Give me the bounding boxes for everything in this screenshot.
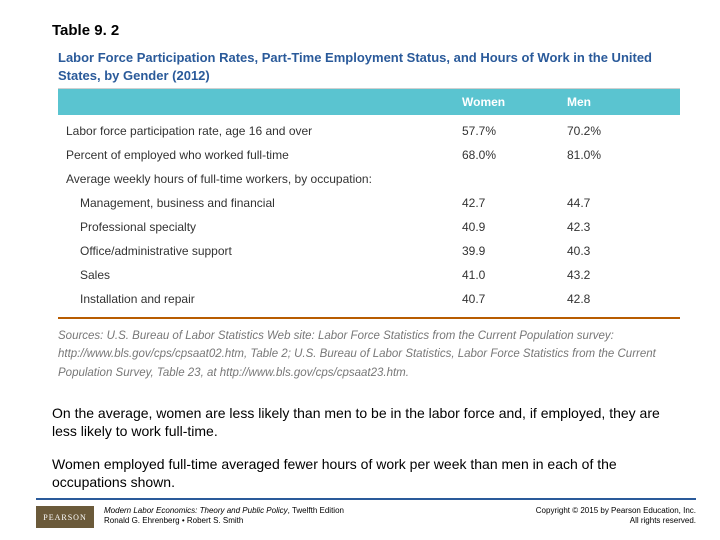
row-label: Sales: [66, 266, 462, 284]
slide-content: Table 9. 2 Labor Force Participation Rat…: [0, 0, 720, 491]
row-value-women: 41.0: [462, 266, 567, 284]
row-value-women: 40.7: [462, 290, 567, 308]
row-label: Percent of employed who worked full-time: [66, 146, 462, 164]
table-row: Professional specialty40.942.3: [58, 215, 680, 239]
footer-right: Copyright © 2015 by Pearson Education, I…: [536, 506, 696, 526]
row-value-men: 44.7: [567, 194, 672, 212]
table-body: Labor force participation rate, age 16 a…: [58, 119, 680, 311]
row-label: Professional specialty: [66, 218, 462, 236]
row-value-women: 42.7: [462, 194, 567, 212]
row-value-women: 68.0%: [462, 146, 567, 164]
table-row: Labor force participation rate, age 16 a…: [58, 119, 680, 143]
slide-footer: PEARSON Modern Labor Economics: Theory a…: [0, 498, 720, 528]
copyright-line-2: All rights reserved.: [630, 516, 696, 525]
table-row: Management, business and financial42.744…: [58, 191, 680, 215]
row-label: Average weekly hours of full-time worker…: [66, 170, 462, 188]
table-row: Installation and repair40.742.8: [58, 287, 680, 311]
row-label: Installation and repair: [66, 290, 462, 308]
table-header-row: Women Men: [58, 89, 680, 115]
row-value-men: 42.3: [567, 218, 672, 236]
copyright-line-1: Copyright © 2015 by Pearson Education, I…: [536, 506, 696, 515]
row-value-women: 57.7%: [462, 122, 567, 140]
row-value-men: [567, 170, 672, 188]
table-row: Sales41.043.2: [58, 263, 680, 287]
row-value-women: 39.9: [462, 242, 567, 260]
book-authors: Ronald G. Ehrenberg • Robert S. Smith: [104, 516, 243, 525]
row-label: Office/administrative support: [66, 242, 462, 260]
sources-text: U.S. Bureau of Labor Statistics Web site…: [58, 330, 656, 379]
row-value-men: 43.2: [567, 266, 672, 284]
sources-block: Sources: U.S. Bureau of Labor Statistics…: [58, 327, 680, 382]
sources-label: Sources:: [58, 330, 103, 342]
header-spacer: [66, 95, 462, 109]
row-value-men: 40.3: [567, 242, 672, 260]
column-header-women: Women: [462, 95, 567, 109]
row-value-women: 40.9: [462, 218, 567, 236]
row-label: Labor force participation rate, age 16 a…: [66, 122, 462, 140]
paragraph-1: On the average, women are less likely th…: [52, 404, 680, 440]
footer-rule: [36, 498, 696, 500]
column-header-men: Men: [567, 95, 672, 109]
row-value-men: 42.8: [567, 290, 672, 308]
row-value-men: 81.0%: [567, 146, 672, 164]
table-row: Average weekly hours of full-time worker…: [58, 167, 680, 191]
row-value-men: 70.2%: [567, 122, 672, 140]
table-row: Office/administrative support39.940.3: [58, 239, 680, 263]
row-label: Management, business and financial: [66, 194, 462, 212]
footer-left: Modern Labor Economics: Theory and Publi…: [104, 506, 526, 526]
table-bottom-rule: [58, 317, 680, 319]
book-title: Modern Labor Economics: Theory and Publi…: [104, 506, 288, 515]
row-value-women: [462, 170, 567, 188]
pearson-logo: PEARSON: [36, 506, 94, 528]
table-row: Percent of employed who worked full-time…: [58, 143, 680, 167]
table-number: Table 9. 2: [52, 22, 680, 39]
footer-inner: PEARSON Modern Labor Economics: Theory a…: [36, 506, 696, 528]
table-title: Labor Force Participation Rates, Part-Ti…: [52, 49, 680, 84]
paragraph-2: Women employed full-time averaged fewer …: [52, 455, 680, 491]
book-edition: , Twelfth Edition: [288, 506, 344, 515]
